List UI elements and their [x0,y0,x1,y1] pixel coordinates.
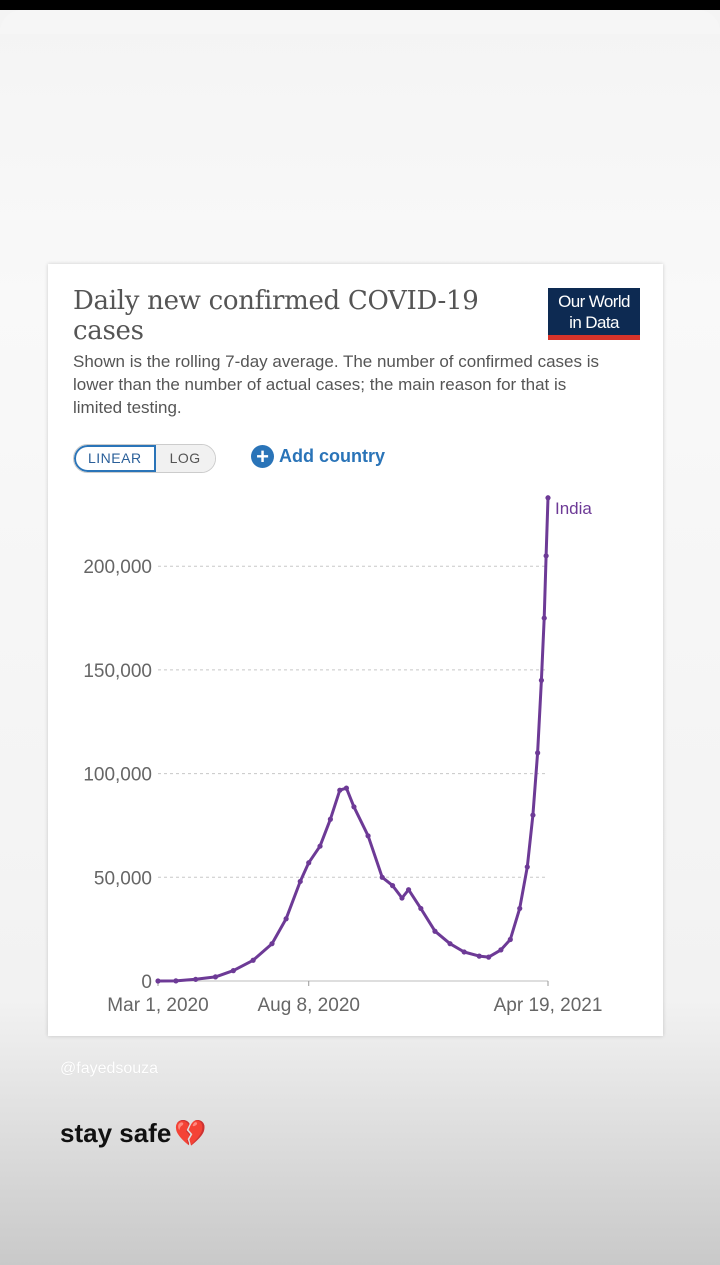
y-tick-label: 0 [141,972,152,993]
chart-subtitle: Shown is the rolling 7-day average. The … [73,352,600,417]
data-point [250,957,256,963]
data-point [541,615,547,621]
linear-button[interactable]: LINEAR [74,445,156,472]
story-frame [0,10,720,34]
data-point [327,816,333,822]
data-point [389,883,396,889]
add-country-button[interactable]: + Add country [251,445,385,468]
line-chart: 0 50,000 100,000 150,000 200,000 Mar 1, 2020… [83,495,603,1016]
data-point [230,968,236,974]
caption-text: stay safe [60,1118,172,1148]
data-point [486,954,492,960]
data-point [297,878,303,885]
data-point [155,978,161,984]
data-point [317,843,323,849]
x-tick-label: Apr 19, 2021 [494,995,603,1016]
data-point [530,812,536,818]
chart-card: Daily new confirmed COVID-19 cases Our W… [48,264,663,1036]
data-point [543,553,549,559]
data-point [343,785,350,791]
data-point [476,953,482,959]
x-tick-label: Aug 8, 2020 [257,995,359,1016]
chart-title: Daily new confirmed COVID-19 cases [73,286,479,346]
logo-accent-bar [548,335,640,340]
watermark-handle: @fayedsouza [60,1060,159,1077]
data-point [461,949,467,955]
data-point [399,895,405,901]
story-caption: stay safe 💔 [60,1118,207,1149]
data-point [418,905,424,912]
data-point [405,887,412,893]
data-point [306,860,312,866]
data-point [269,941,275,947]
x-tick-label: Mar 1, 2020 [107,995,208,1016]
data-point [365,833,371,839]
data-point [545,495,551,501]
data-point [517,905,523,912]
owid-logo[interactable]: Our World in Data [548,288,640,340]
data-point [538,677,545,683]
data-point [173,978,179,984]
data-point [351,804,357,810]
scale-toggle: LINEAR LOG [73,444,216,473]
data-point [498,947,504,953]
log-button[interactable]: LOG [155,445,215,472]
y-tick-label: 50,000 [94,868,152,889]
plus-circle-icon: + [251,445,274,468]
add-country-label: Add country [279,446,385,466]
y-tick-label: 100,000 [83,765,152,786]
data-point [507,936,513,943]
data-point [212,974,219,980]
data-point [337,787,343,793]
series-line-india [156,496,550,983]
y-tick-label: 200,000 [83,557,152,578]
data-point [283,916,289,922]
y-tick-label: 150,000 [83,661,152,682]
data-point [524,864,530,870]
series-label-india: India [555,499,592,518]
broken-heart-icon: 💔 [174,1118,207,1148]
logo-line-2: in Data [569,313,619,332]
data-point [432,928,438,934]
logo-line-1: Our World [558,292,630,311]
data-point [193,976,199,982]
data-point [447,941,453,947]
data-point [535,750,541,756]
data-point [379,874,385,880]
